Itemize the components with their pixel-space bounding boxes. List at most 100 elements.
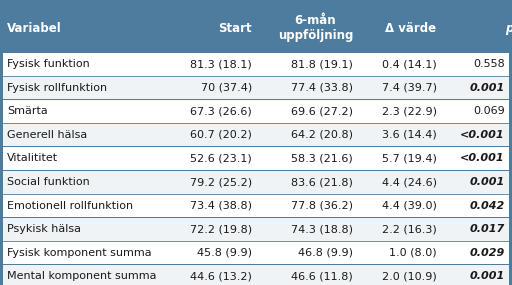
- Bar: [173, 218, 256, 241]
- Text: 77.4 (33.8): 77.4 (33.8): [291, 83, 353, 93]
- Text: 60.7 (20.2): 60.7 (20.2): [190, 130, 252, 140]
- Text: 3.6 (14.4): 3.6 (14.4): [382, 130, 437, 140]
- Bar: [3, 218, 173, 241]
- Text: 5.7 (19.4): 5.7 (19.4): [382, 153, 437, 164]
- Bar: [3, 147, 173, 170]
- Bar: [441, 170, 509, 194]
- Text: Psykisk hälsa: Psykisk hälsa: [7, 224, 81, 234]
- Bar: [441, 76, 509, 99]
- Text: 81.3 (18.1): 81.3 (18.1): [190, 59, 252, 69]
- Bar: [441, 241, 509, 264]
- Text: Start: Start: [218, 22, 252, 34]
- Text: Social funktion: Social funktion: [7, 177, 90, 187]
- Text: 4.4 (39.0): 4.4 (39.0): [382, 201, 437, 211]
- Bar: [441, 194, 509, 217]
- Text: 72.2 (19.8): 72.2 (19.8): [190, 224, 252, 234]
- Bar: [357, 52, 441, 76]
- Text: 45.8 (9.9): 45.8 (9.9): [197, 248, 252, 258]
- Text: p: p: [505, 22, 512, 34]
- Bar: [256, 100, 357, 123]
- Bar: [173, 265, 256, 285]
- Bar: [357, 100, 441, 123]
- Text: 73.4 (38.8): 73.4 (38.8): [190, 201, 252, 211]
- Bar: [3, 123, 173, 146]
- Bar: [3, 100, 173, 123]
- Bar: [173, 241, 256, 264]
- Text: 0.4 (14.1): 0.4 (14.1): [382, 59, 437, 69]
- Bar: [256, 123, 357, 146]
- Bar: [173, 194, 256, 217]
- Text: 44.6 (13.2): 44.6 (13.2): [190, 271, 252, 282]
- Text: 79.2 (25.2): 79.2 (25.2): [190, 177, 252, 187]
- Text: Emotionell rollfunktion: Emotionell rollfunktion: [7, 201, 133, 211]
- Text: Fysisk funktion: Fysisk funktion: [7, 59, 90, 69]
- Text: 2.0 (10.9): 2.0 (10.9): [382, 271, 437, 282]
- Bar: [256, 265, 357, 285]
- Text: 46.8 (9.9): 46.8 (9.9): [298, 248, 353, 258]
- Bar: [256, 4, 357, 52]
- Text: <0.001: <0.001: [460, 130, 505, 140]
- Text: 0.029: 0.029: [470, 248, 505, 258]
- Bar: [357, 147, 441, 170]
- Text: 67.3 (26.6): 67.3 (26.6): [190, 106, 252, 116]
- Text: 0.001: 0.001: [470, 271, 505, 282]
- Bar: [441, 100, 509, 123]
- Bar: [3, 4, 173, 52]
- Bar: [173, 147, 256, 170]
- Bar: [357, 218, 441, 241]
- Bar: [256, 218, 357, 241]
- Bar: [441, 4, 509, 52]
- Bar: [173, 170, 256, 194]
- Bar: [3, 170, 173, 194]
- Bar: [256, 241, 357, 264]
- Text: 0.069: 0.069: [473, 106, 505, 116]
- Bar: [441, 123, 509, 146]
- Bar: [256, 52, 357, 76]
- Text: 0.017: 0.017: [470, 224, 505, 234]
- Text: Δ värde: Δ värde: [386, 22, 437, 34]
- Bar: [256, 194, 357, 217]
- Text: Vitalititet: Vitalititet: [7, 153, 58, 164]
- Text: 0.001: 0.001: [470, 177, 505, 187]
- Text: Fysisk rollfunktion: Fysisk rollfunktion: [7, 83, 107, 93]
- Text: 0.042: 0.042: [470, 201, 505, 211]
- Bar: [357, 265, 441, 285]
- Text: 0.558: 0.558: [473, 59, 505, 69]
- Text: 64.2 (20.8): 64.2 (20.8): [291, 130, 353, 140]
- Text: 2.3 (22.9): 2.3 (22.9): [381, 106, 437, 116]
- Text: 58.3 (21.6): 58.3 (21.6): [291, 153, 353, 164]
- Text: 46.6 (11.8): 46.6 (11.8): [291, 271, 353, 282]
- Bar: [357, 4, 441, 52]
- Text: 2.2 (16.3): 2.2 (16.3): [382, 224, 437, 234]
- Bar: [441, 218, 509, 241]
- Bar: [441, 265, 509, 285]
- Bar: [3, 52, 173, 76]
- Text: 74.3 (18.8): 74.3 (18.8): [291, 224, 353, 234]
- Text: 69.6 (27.2): 69.6 (27.2): [291, 106, 353, 116]
- Text: Generell hälsa: Generell hälsa: [7, 130, 88, 140]
- Text: 52.6 (23.1): 52.6 (23.1): [190, 153, 252, 164]
- Bar: [3, 241, 173, 264]
- Text: 1.0 (8.0): 1.0 (8.0): [389, 248, 437, 258]
- Text: 0.001: 0.001: [470, 83, 505, 93]
- Text: Fysisk komponent summa: Fysisk komponent summa: [7, 248, 152, 258]
- Text: 4.4 (24.6): 4.4 (24.6): [381, 177, 437, 187]
- Bar: [256, 147, 357, 170]
- Bar: [357, 76, 441, 99]
- Text: <0.001: <0.001: [460, 153, 505, 164]
- Text: 83.6 (21.8): 83.6 (21.8): [291, 177, 353, 187]
- Bar: [357, 170, 441, 194]
- Text: Variabel: Variabel: [7, 22, 62, 34]
- Bar: [441, 52, 509, 76]
- Text: Smärta: Smärta: [7, 106, 48, 116]
- Bar: [256, 170, 357, 194]
- Bar: [3, 76, 173, 99]
- Bar: [173, 4, 256, 52]
- Bar: [173, 76, 256, 99]
- Bar: [441, 147, 509, 170]
- Text: Mental komponent summa: Mental komponent summa: [7, 271, 157, 282]
- Text: 77.8 (36.2): 77.8 (36.2): [291, 201, 353, 211]
- Bar: [357, 241, 441, 264]
- Text: 6-mån
uppföljning: 6-mån uppföljning: [278, 14, 353, 42]
- Bar: [3, 265, 173, 285]
